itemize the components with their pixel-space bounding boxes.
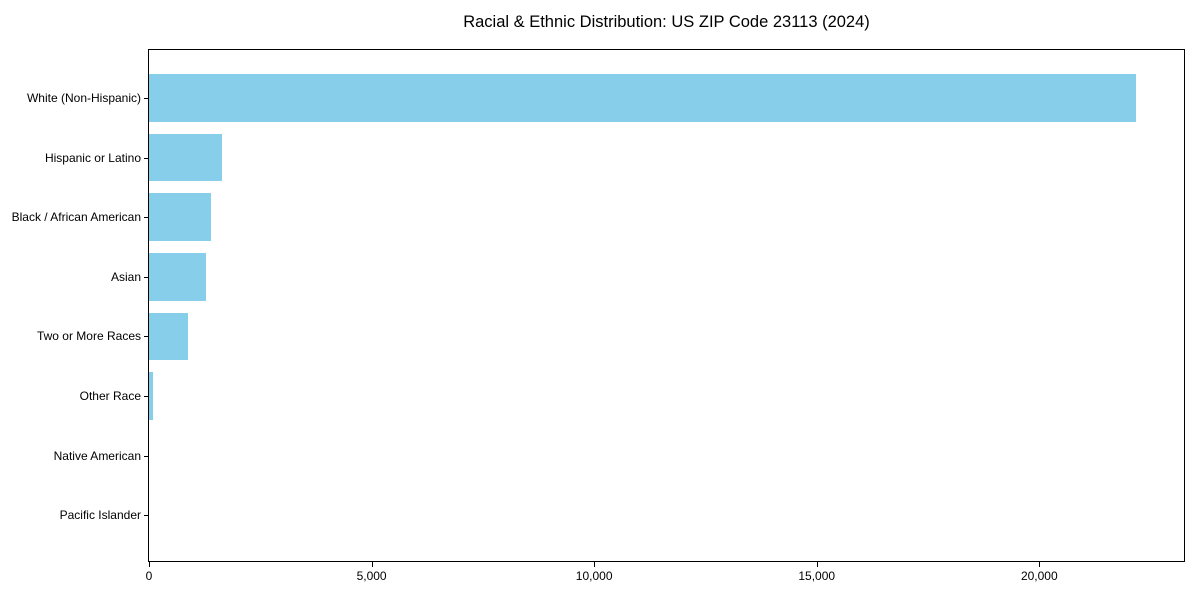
y-tick-mark [144, 276, 148, 278]
x-tick-label: 10,000 [575, 569, 613, 583]
x-tick-label: 15,000 [798, 569, 836, 583]
bar-hispanic-or-latino [149, 133, 222, 182]
chart-title: Racial & Ethnic Distribution: US ZIP Cod… [463, 13, 870, 31]
bar-white-non-hispanic [149, 74, 1136, 122]
x-tick-mark [594, 562, 596, 567]
y-tick-mark [144, 157, 148, 159]
x-tick-label: 5,000 [356, 569, 387, 583]
x-tick-mark [1039, 562, 1041, 567]
y-tick-label: White (Non-Hispanic) [26, 91, 141, 105]
y-tick-mark [144, 336, 148, 338]
y-tick-label: Asian [110, 269, 141, 284]
x-tick-mark [816, 562, 818, 567]
x-tick-label: 0 [145, 569, 153, 583]
x-tick-label: 20,000 [1020, 569, 1058, 583]
plot-area [148, 49, 1185, 562]
bar-other-race [149, 372, 154, 420]
y-tick-mark [144, 396, 148, 397]
y-tick-label: Native American [53, 448, 141, 463]
bar-black-african-american [149, 193, 212, 241]
y-tick-mark [144, 515, 148, 517]
x-tick-mark [371, 562, 373, 567]
y-tick-mark [144, 217, 148, 219]
bar-asian [149, 253, 206, 301]
x-tick-mark [149, 562, 150, 567]
y-tick-mark [144, 98, 148, 99]
y-tick-mark [144, 455, 148, 457]
y-tick-label: Pacific Islander [59, 508, 141, 523]
y-tick-label: Hispanic or Latino [44, 150, 141, 165]
y-tick-label: Black / African American [11, 210, 141, 225]
bar-two-or-more-races [149, 312, 188, 361]
y-tick-label: Other Race [79, 389, 141, 403]
y-tick-label: Two or More Races [36, 329, 141, 344]
